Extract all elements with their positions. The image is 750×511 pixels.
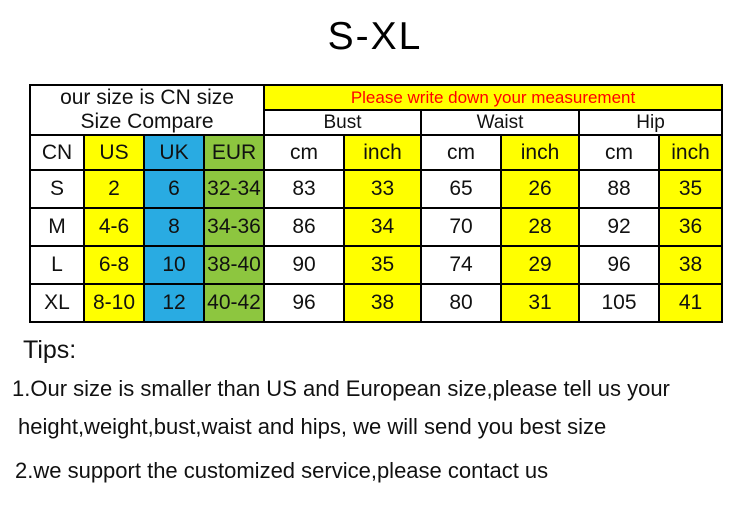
hip-inch-cell: 36 <box>658 207 724 247</box>
header-row-top: our size is CN size Size Compare Please … <box>28 84 724 136</box>
table-row: S 2 6 32-34 83 33 65 26 88 35 <box>29 169 724 209</box>
hip-cm-header: cm <box>578 134 661 171</box>
uk-column-header: UK <box>143 134 205 171</box>
waist-inch-cell: 29 <box>500 245 581 285</box>
table-row: XL 8-10 12 40-42 96 38 80 31 105 41 <box>29 283 724 323</box>
us-size-cell: 2 <box>83 169 145 209</box>
table-row: M 4-6 8 34-36 86 34 70 28 92 36 <box>29 207 724 247</box>
header-row-columns: CN US UK EUR cm inch cm inch cm inch <box>29 134 724 171</box>
measurement-banner: Please write down your measurement <box>263 84 724 111</box>
uk-size-cell: 8 <box>143 207 205 247</box>
bust-inch-cell: 34 <box>343 207 423 247</box>
bust-cm-cell: 83 <box>263 169 346 209</box>
cn-column-header: CN <box>29 134 85 171</box>
bust-cm-cell: 90 <box>263 245 346 285</box>
tips-line-3: 2.we support the customized service,plea… <box>15 458 549 483</box>
bust-inch-header: inch <box>343 134 423 171</box>
hip-inch-cell: 35 <box>658 169 724 209</box>
waist-inch-cell: 26 <box>500 169 581 209</box>
bust-inch-cell: 35 <box>343 245 423 285</box>
eur-size-cell: 32-34 <box>202 169 266 209</box>
tips-line-1: 1.Our size is smaller than US and Europe… <box>12 376 670 401</box>
hip-inch-header: inch <box>658 134 724 171</box>
size-table: our size is CN size Size Compare Please … <box>28 84 724 323</box>
size-compare-line1: our size is CN size <box>60 86 234 109</box>
uk-size-cell: 10 <box>143 245 205 285</box>
size-cell: S <box>29 169 85 209</box>
tips-heading: Tips: <box>23 336 77 364</box>
waist-inch-cell: 28 <box>500 207 581 247</box>
us-size-cell: 6-8 <box>83 245 145 285</box>
us-size-cell: 8-10 <box>83 283 145 323</box>
bust-cm-cell: 86 <box>263 207 346 247</box>
hip-inch-cell: 38 <box>658 245 724 285</box>
waist-group-header: Waist <box>420 109 581 136</box>
eur-size-cell: 40-42 <box>202 283 266 323</box>
waist-cm-cell: 70 <box>420 207 503 247</box>
hip-cm-cell: 105 <box>578 283 661 323</box>
size-compare-header: our size is CN size Size Compare <box>28 84 266 136</box>
hip-group-header: Hip <box>578 109 724 136</box>
waist-inch-header: inch <box>500 134 581 171</box>
bust-inch-cell: 38 <box>343 283 423 323</box>
waist-inch-cell: 31 <box>500 283 581 323</box>
hip-inch-cell: 41 <box>658 283 724 323</box>
page-title: S-XL <box>327 15 423 58</box>
hip-cm-cell: 96 <box>578 245 661 285</box>
size-cell: XL <box>29 283 85 323</box>
uk-size-cell: 12 <box>143 283 205 323</box>
hip-cm-cell: 88 <box>578 169 661 209</box>
eur-size-cell: 34-36 <box>202 207 266 247</box>
bust-cm-header: cm <box>263 134 346 171</box>
size-cell: M <box>29 207 85 247</box>
eur-size-cell: 38-40 <box>202 245 266 285</box>
bust-inch-cell: 33 <box>343 169 423 209</box>
bust-cm-cell: 96 <box>263 283 346 323</box>
us-size-cell: 4-6 <box>83 207 145 247</box>
size-cell: L <box>29 245 85 285</box>
us-column-header: US <box>83 134 145 171</box>
eur-column-header: EUR <box>202 134 266 171</box>
header-row-groups: Bust Waist Hip <box>30 109 724 136</box>
waist-cm-cell: 80 <box>420 283 503 323</box>
waist-cm-header: cm <box>420 134 503 171</box>
waist-cm-cell: 65 <box>420 169 503 209</box>
bust-group-header: Bust <box>263 109 423 136</box>
size-compare-line2: Size Compare <box>80 110 214 133</box>
table-row: L 6-8 10 38-40 90 35 74 29 96 38 <box>29 245 724 285</box>
uk-size-cell: 6 <box>143 169 205 209</box>
hip-cm-cell: 92 <box>578 207 661 247</box>
tips-line-2: height,weight,bust,waist and hips, we wi… <box>18 414 607 439</box>
waist-cm-cell: 74 <box>420 245 503 285</box>
